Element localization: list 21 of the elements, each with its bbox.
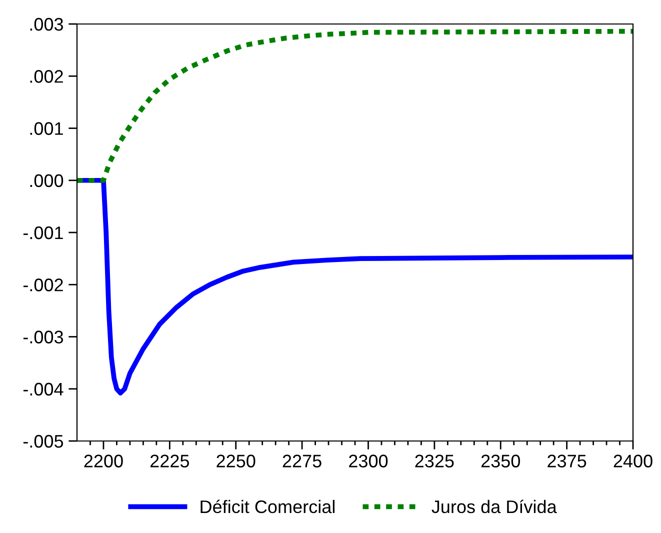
x-tick-label: 2200: [84, 454, 123, 468]
legend-label: Juros da Dívida: [432, 500, 557, 514]
y-tick-label: -.002: [23, 278, 63, 292]
y-tick-label: .003: [30, 18, 64, 31]
line-series: [77, 28, 633, 183]
y-tick-label: -.003: [23, 330, 64, 344]
y-tick-label: .002: [30, 70, 63, 83]
x-tick-label: 2325: [415, 454, 454, 468]
y-tick-label: -.005: [23, 434, 64, 448]
x-tick-label: 2300: [349, 454, 388, 468]
x-tick-label: 2375: [548, 454, 586, 468]
x-tick-label: 2350: [481, 454, 520, 468]
x-tick-label: 2400: [614, 454, 652, 468]
y-tick-label: .000: [30, 174, 64, 188]
legend-label: Déficit Comercial: [200, 500, 334, 514]
y-tick-label: .001: [30, 122, 63, 135]
x-tick-label: 2225: [150, 454, 189, 468]
x-tick-label: 2275: [282, 454, 322, 468]
y-tick-label: -.001: [23, 226, 63, 240]
x-tick-label: 2250: [216, 454, 256, 468]
y-tick-label: -.004: [23, 382, 64, 396]
